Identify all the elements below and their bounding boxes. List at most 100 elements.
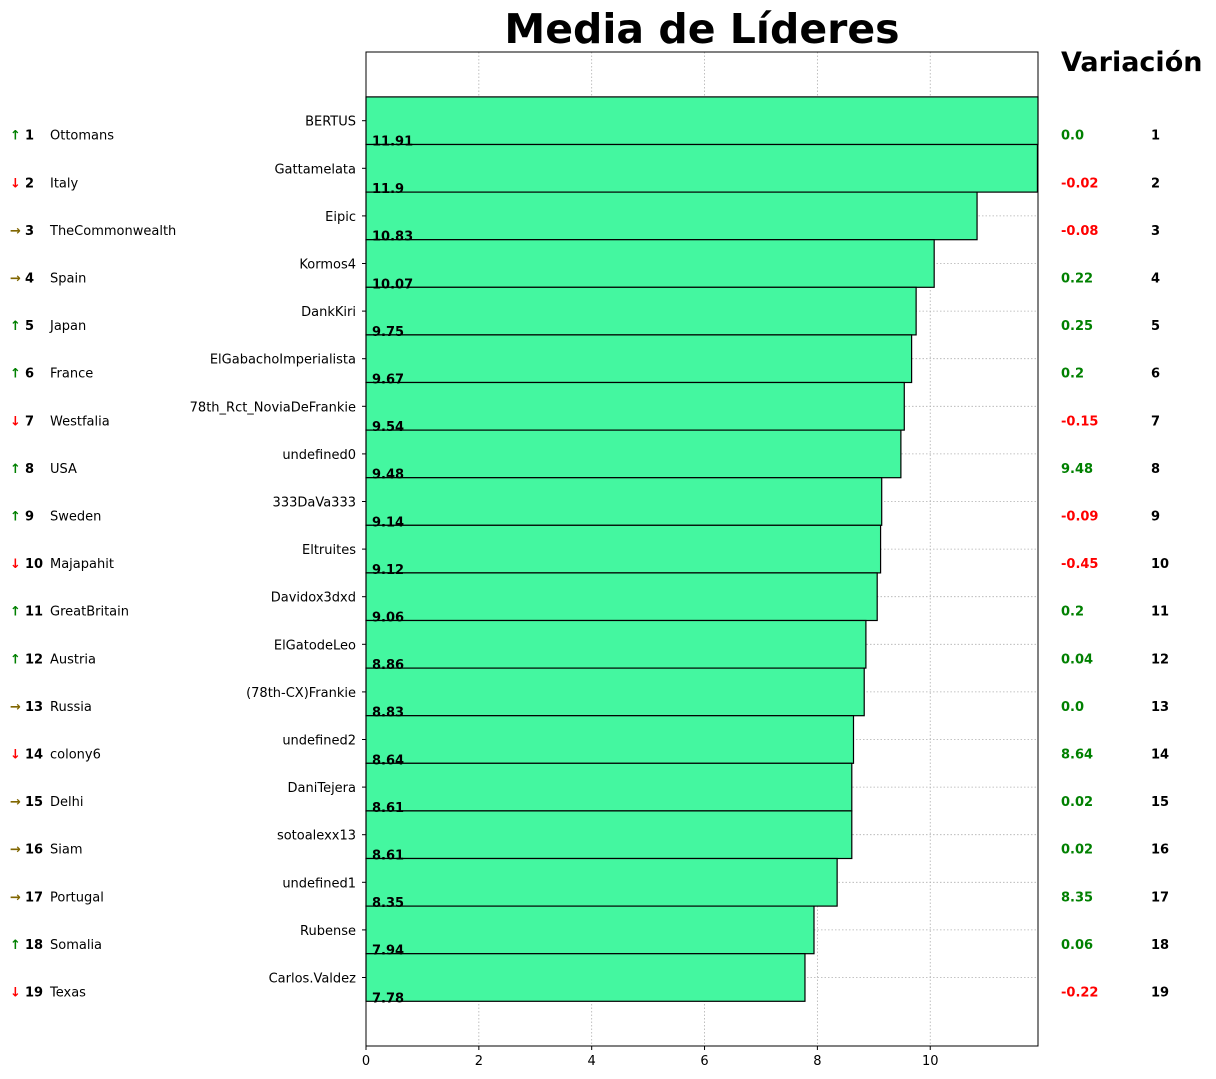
trend-arrow-icon: → xyxy=(10,795,21,810)
right-rank: 18 xyxy=(1151,938,1169,953)
bar xyxy=(365,619,867,669)
y-tick-label: ElGabachoImperialista xyxy=(210,353,356,368)
trend-arrow-icon: → xyxy=(10,224,21,239)
right-rank: 8 xyxy=(1151,462,1160,477)
left-rank: 14 xyxy=(25,748,43,763)
right-rank: 14 xyxy=(1151,748,1169,763)
left-rank: 19 xyxy=(25,986,43,1001)
right-rank: 19 xyxy=(1151,986,1169,1001)
y-tick-label: Davidox3dxd xyxy=(271,591,356,606)
bar-value-label: 9.67 xyxy=(372,373,404,388)
left-rank: 5 xyxy=(25,319,34,334)
bar xyxy=(365,96,1039,146)
y-tick-label: DaniTejera xyxy=(288,781,356,796)
left-rank: 6 xyxy=(25,367,34,382)
y-tick-label: undefined0 xyxy=(282,448,356,463)
nation-name: Westfalia xyxy=(50,414,110,429)
trend-arrow-icon: ↓ xyxy=(10,557,21,572)
nation-name: Russia xyxy=(50,700,92,715)
bar-value-label: 8.61 xyxy=(372,801,404,816)
right-rank: 9 xyxy=(1151,510,1160,525)
x-tick-label: 0 xyxy=(362,1054,370,1069)
trend-arrow-icon: ↓ xyxy=(10,748,21,763)
nation-name: Spain xyxy=(50,272,86,287)
trend-arrow-icon: → xyxy=(10,272,21,287)
bar xyxy=(365,572,878,622)
left-rank: 16 xyxy=(25,843,43,858)
bar-value-label: 8.86 xyxy=(372,658,404,673)
trend-arrow-icon: ↓ xyxy=(10,986,21,1001)
variation-value: 0.22 xyxy=(1061,272,1093,287)
bar xyxy=(365,334,913,384)
trend-arrow-icon: ↑ xyxy=(10,319,21,334)
bar-value-label: 11.9 xyxy=(372,182,404,197)
left-rank: 17 xyxy=(25,890,43,905)
y-tick-label: undefined1 xyxy=(282,876,356,891)
nation-name: Ottomans xyxy=(50,129,114,144)
bar-value-label: 7.94 xyxy=(372,944,404,959)
left-rank: 11 xyxy=(25,605,43,620)
trend-arrow-icon: ↓ xyxy=(10,414,21,429)
bar-value-label: 8.64 xyxy=(372,753,404,768)
y-tick-label: Eipic xyxy=(325,210,356,225)
bar xyxy=(365,239,935,288)
y-tick-label: ElGatodeLeo xyxy=(274,638,356,653)
plot-frame xyxy=(365,51,1039,1047)
right-rank: 10 xyxy=(1151,557,1169,572)
bar xyxy=(365,477,883,526)
right-rank: 11 xyxy=(1151,605,1169,620)
right-rank: 17 xyxy=(1151,890,1169,905)
bar-value-label: 9.12 xyxy=(372,563,404,578)
x-tick-label: 2 xyxy=(475,1054,483,1069)
y-tick-label: sotoalexx13 xyxy=(277,829,356,844)
left-rank: 1 xyxy=(25,129,34,144)
x-tick-label: 8 xyxy=(813,1054,821,1069)
nation-name: Somalia xyxy=(50,938,102,953)
bar xyxy=(365,191,978,241)
nation-name: Delhi xyxy=(50,795,83,810)
variation-value: 0.2 xyxy=(1061,367,1084,382)
y-tick-label: Rubense xyxy=(300,924,356,939)
trend-arrow-icon: ↑ xyxy=(10,605,21,620)
nation-name: GreatBritain xyxy=(50,605,129,620)
bar-value-label: 9.75 xyxy=(372,325,404,340)
nation-name: TheCommonwealth xyxy=(49,224,176,239)
left-rank: 4 xyxy=(25,272,34,287)
bar xyxy=(365,953,806,1002)
bar-value-label: 10.83 xyxy=(372,230,413,245)
variation-value: 8.35 xyxy=(1061,890,1093,905)
trend-arrow-icon: → xyxy=(10,700,21,715)
left-rank: 2 xyxy=(25,176,34,191)
x-tick-label: 6 xyxy=(700,1054,708,1069)
bar xyxy=(365,143,1039,193)
variation-value: 0.0 xyxy=(1061,700,1084,715)
bar-value-label: 11.91 xyxy=(372,135,413,150)
right-rank: 13 xyxy=(1151,700,1169,715)
y-tick-label: 78th_Rct_NoviaDeFrankie xyxy=(190,400,356,415)
variation-value: 0.04 xyxy=(1061,652,1093,667)
trend-arrow-icon: ↑ xyxy=(10,462,21,477)
nation-name: Italy xyxy=(50,176,79,191)
nation-name: Austria xyxy=(50,652,96,667)
bar-value-label: 9.14 xyxy=(372,515,404,530)
bar xyxy=(365,381,905,431)
x-tick-label: 10 xyxy=(922,1054,939,1069)
bar xyxy=(365,667,865,717)
left-rank: 10 xyxy=(25,557,43,572)
y-tick-label: Gattamelata xyxy=(274,162,356,177)
variation-value: -0.02 xyxy=(1061,176,1098,191)
left-rank: 12 xyxy=(25,652,43,667)
left-rank: 18 xyxy=(25,938,43,953)
y-tick-label: Kormos4 xyxy=(299,258,356,273)
bar xyxy=(365,810,853,860)
bar xyxy=(365,857,838,907)
bar xyxy=(365,524,882,574)
bar xyxy=(365,715,855,764)
x-tick-label: 4 xyxy=(588,1054,596,1069)
trend-arrow-icon: ↑ xyxy=(10,510,21,525)
left-rank: 8 xyxy=(25,462,34,477)
variation-value: 8.64 xyxy=(1061,748,1093,763)
right-rank: 3 xyxy=(1151,224,1160,239)
bar-value-label: 10.07 xyxy=(372,277,413,292)
right-rank: 6 xyxy=(1151,367,1160,382)
